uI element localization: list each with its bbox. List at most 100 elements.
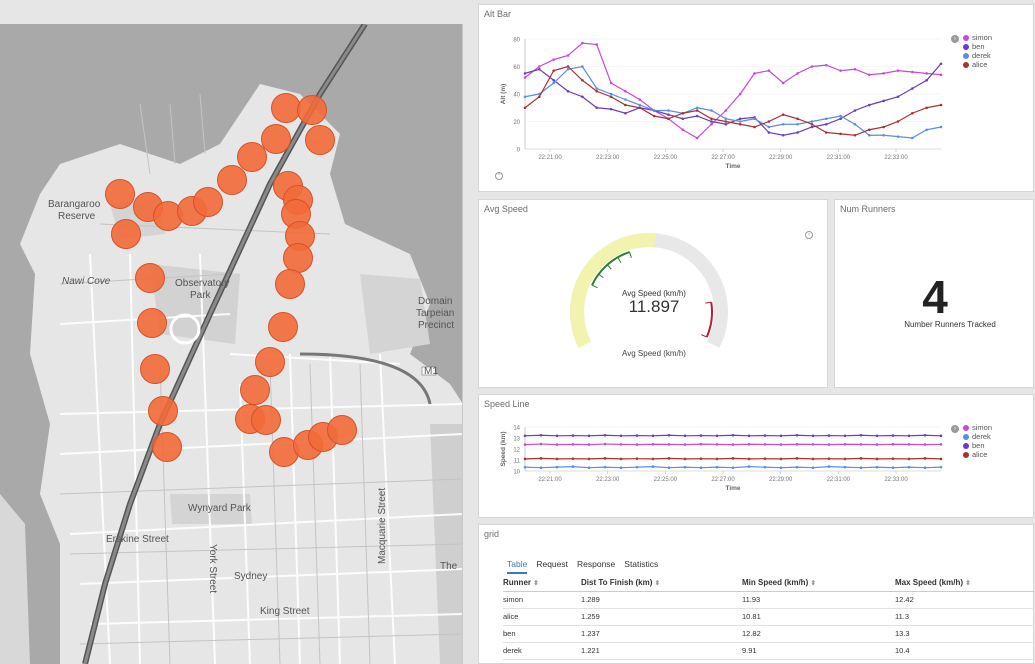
data-point[interactable] bbox=[939, 457, 943, 461]
runner-marker[interactable] bbox=[135, 263, 165, 293]
data-point[interactable] bbox=[724, 120, 728, 123]
data-point[interactable] bbox=[747, 465, 751, 468]
data-point[interactable] bbox=[939, 125, 943, 129]
data-point[interactable] bbox=[859, 433, 863, 437]
data-point[interactable] bbox=[738, 117, 742, 121]
data-point[interactable] bbox=[896, 120, 900, 123]
data-point[interactable] bbox=[683, 457, 687, 461]
table-row[interactable]: alice 1.259 10.81 11.3 bbox=[503, 608, 1034, 626]
data-point[interactable] bbox=[923, 466, 927, 469]
data-point[interactable] bbox=[795, 442, 799, 446]
data-point[interactable] bbox=[882, 133, 885, 137]
data-point[interactable] bbox=[875, 457, 879, 461]
data-point[interactable] bbox=[603, 433, 607, 437]
data-point[interactable] bbox=[710, 117, 713, 121]
data-point[interactable] bbox=[824, 122, 828, 126]
data-point[interactable] bbox=[667, 117, 670, 121]
data-point[interactable] bbox=[699, 434, 703, 437]
data-point[interactable] bbox=[552, 58, 555, 61]
runner-marker[interactable] bbox=[261, 124, 291, 154]
data-point[interactable] bbox=[939, 62, 943, 66]
data-point[interactable] bbox=[827, 457, 831, 460]
data-point[interactable] bbox=[652, 109, 656, 112]
legend-item-simon[interactable]: simon bbox=[963, 33, 992, 42]
data-point[interactable] bbox=[724, 109, 728, 112]
data-point[interactable] bbox=[882, 72, 885, 75]
series-line-ben[interactable] bbox=[524, 63, 942, 136]
data-point[interactable] bbox=[651, 465, 655, 468]
data-point[interactable] bbox=[555, 457, 559, 461]
data-point[interactable] bbox=[875, 434, 879, 438]
data-point[interactable] bbox=[571, 443, 575, 446]
data-point[interactable] bbox=[619, 457, 623, 461]
data-point[interactable] bbox=[843, 457, 847, 461]
data-point[interactable] bbox=[811, 466, 815, 469]
speed-legend-toggle-icon[interactable]: › bbox=[951, 425, 959, 433]
data-point[interactable] bbox=[609, 107, 613, 111]
data-point[interactable] bbox=[731, 443, 735, 446]
data-point[interactable] bbox=[923, 457, 927, 460]
data-point[interactable] bbox=[763, 434, 767, 437]
runner-marker[interactable] bbox=[305, 125, 335, 155]
grid-tabs[interactable]: Table Request Response Statistics bbox=[507, 559, 667, 574]
data-point[interactable] bbox=[882, 125, 885, 129]
data-point[interactable] bbox=[710, 120, 713, 123]
data-point[interactable] bbox=[796, 72, 799, 75]
data-point[interactable] bbox=[539, 442, 543, 446]
data-point[interactable] bbox=[839, 117, 842, 121]
data-point[interactable] bbox=[896, 135, 900, 138]
data-point[interactable] bbox=[882, 99, 885, 103]
data-point[interactable] bbox=[939, 465, 943, 469]
legend-item-simon[interactable]: simon bbox=[963, 423, 992, 432]
table-row[interactable]: derek 1.221 9.91 10.4 bbox=[503, 642, 1034, 660]
data-point[interactable] bbox=[738, 92, 742, 96]
data-point[interactable] bbox=[853, 109, 857, 112]
data-point[interactable] bbox=[747, 457, 751, 461]
runner-marker[interactable] bbox=[237, 142, 267, 172]
legend-item-derek[interactable]: derek bbox=[963, 51, 992, 60]
data-point[interactable] bbox=[767, 125, 771, 129]
data-point[interactable] bbox=[738, 122, 742, 126]
data-point[interactable] bbox=[923, 443, 927, 446]
data-point[interactable] bbox=[896, 95, 900, 99]
data-point[interactable] bbox=[652, 114, 656, 118]
column-header[interactable]: Min Speed (km/h) ⬍ bbox=[742, 575, 895, 592]
data-point[interactable] bbox=[638, 106, 642, 110]
data-point[interactable] bbox=[538, 95, 541, 99]
data-point[interactable] bbox=[667, 113, 670, 116]
data-point[interactable] bbox=[538, 65, 541, 68]
gauge-options-icon[interactable]: ‹ bbox=[805, 231, 813, 239]
data-point[interactable] bbox=[859, 457, 863, 460]
data-point[interactable] bbox=[747, 442, 751, 446]
data-point[interactable] bbox=[603, 442, 607, 446]
data-point[interactable] bbox=[571, 465, 575, 468]
data-point[interactable] bbox=[827, 434, 831, 437]
map-view[interactable]: Barangaroo Reserve Nawi Cove Observatory… bbox=[0, 24, 463, 664]
data-point[interactable] bbox=[763, 443, 767, 446]
data-point[interactable] bbox=[767, 131, 771, 134]
legend-item-ben[interactable]: ben bbox=[963, 42, 992, 51]
data-point[interactable] bbox=[781, 81, 785, 85]
data-point[interactable] bbox=[651, 442, 655, 446]
data-point[interactable] bbox=[925, 72, 928, 75]
data-point[interactable] bbox=[731, 466, 735, 469]
data-point[interactable] bbox=[853, 67, 857, 71]
data-point[interactable] bbox=[839, 114, 842, 118]
data-point[interactable] bbox=[667, 457, 671, 460]
data-point[interactable] bbox=[853, 122, 857, 126]
data-point[interactable] bbox=[667, 109, 670, 112]
data-point[interactable] bbox=[571, 434, 575, 437]
data-point[interactable] bbox=[911, 87, 914, 90]
data-point[interactable] bbox=[695, 114, 699, 118]
data-point[interactable] bbox=[638, 103, 642, 107]
data-point[interactable] bbox=[795, 457, 799, 460]
data-point[interactable] bbox=[891, 466, 895, 469]
data-point[interactable] bbox=[587, 466, 591, 469]
sort-icon[interactable]: ⬍ bbox=[810, 580, 816, 588]
sort-icon[interactable]: ⬍ bbox=[654, 580, 661, 588]
data-point[interactable] bbox=[587, 443, 591, 446]
data-point[interactable] bbox=[867, 128, 871, 132]
data-point[interactable] bbox=[796, 131, 799, 134]
data-point[interactable] bbox=[624, 89, 627, 93]
series-line-alice[interactable] bbox=[524, 65, 942, 136]
